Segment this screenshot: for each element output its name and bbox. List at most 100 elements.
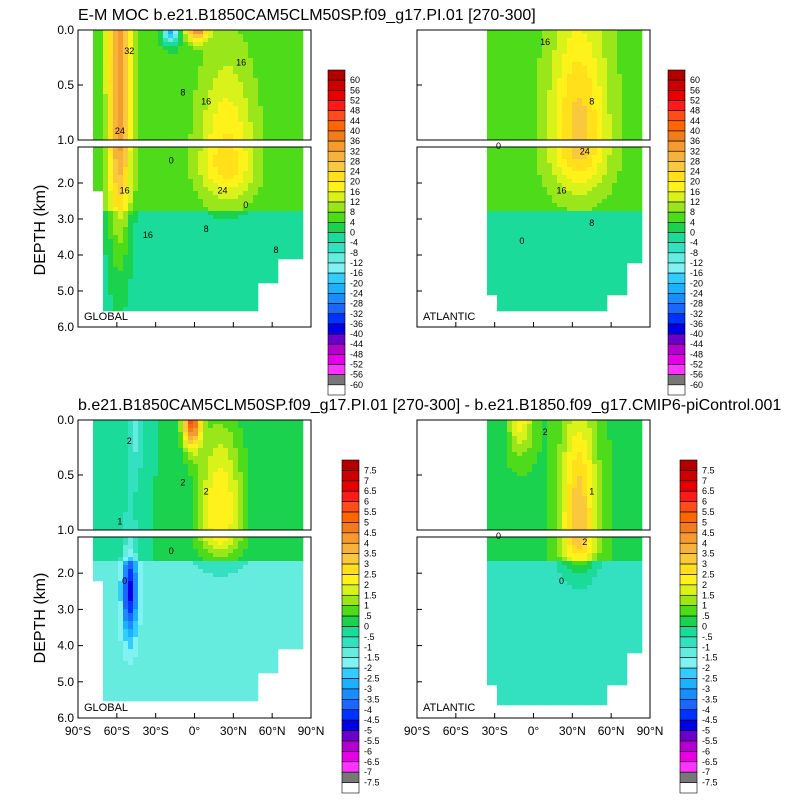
moc-cell <box>248 235 254 240</box>
moc-cell <box>143 267 149 272</box>
moc-cell <box>547 126 553 131</box>
moc-cell <box>218 78 224 83</box>
moc-cell <box>293 251 299 256</box>
moc-cell <box>233 191 239 196</box>
moc-cell <box>572 215 578 220</box>
moc-cell <box>148 167 154 172</box>
moc-cell <box>487 82 493 87</box>
moc-cell <box>587 235 593 240</box>
moc-cell <box>208 187 214 192</box>
moc-cell <box>123 267 129 272</box>
moc-cell <box>153 58 159 63</box>
moc-cell <box>597 303 603 308</box>
moc-cell <box>607 74 613 79</box>
moc-cell <box>218 134 224 139</box>
moc-cell <box>542 255 548 260</box>
moc-cell <box>537 235 543 240</box>
moc-cell <box>253 287 259 292</box>
moc-cell <box>587 171 593 176</box>
moc-cell <box>148 118 154 123</box>
moc-cell <box>288 147 294 152</box>
moc-cell <box>557 70 563 75</box>
moc-cell <box>233 134 239 139</box>
moc-cell <box>93 70 99 75</box>
moc-cell <box>248 251 254 256</box>
moc-cell <box>627 86 633 91</box>
moc-cell <box>138 82 144 87</box>
moc-cell <box>183 251 189 256</box>
moc-cell <box>203 126 209 131</box>
moc-cell <box>168 159 174 164</box>
moc-cell <box>163 122 169 127</box>
moc-cell <box>537 86 543 91</box>
moc-cell <box>253 263 259 268</box>
moc-cell <box>113 106 119 111</box>
moc-cell <box>163 307 169 312</box>
moc-cell <box>153 78 159 83</box>
moc-cell <box>607 151 613 156</box>
moc-cell <box>158 275 164 280</box>
moc-cell <box>253 223 259 228</box>
moc-cell <box>158 94 164 99</box>
moc-cell <box>213 175 219 180</box>
moc-cell <box>512 147 518 152</box>
moc-cell <box>637 46 643 51</box>
moc-cell <box>522 94 528 99</box>
moc-cell <box>577 303 583 308</box>
moc-cell <box>158 187 164 192</box>
moc-cell <box>123 126 129 131</box>
moc-cell <box>118 287 124 292</box>
moc-cell <box>218 90 224 95</box>
moc-cell <box>507 259 513 264</box>
moc-cell <box>572 138 578 141</box>
moc-cell <box>522 147 528 152</box>
moc-cell <box>138 46 144 51</box>
moc-cell <box>522 86 528 91</box>
moc-cell <box>188 167 194 172</box>
moc-cell <box>268 106 274 111</box>
moc-cell <box>557 66 563 71</box>
moc-cell <box>617 219 623 224</box>
moc-cell <box>572 62 578 67</box>
moc-cell <box>542 163 548 168</box>
moc-cell <box>547 231 553 236</box>
moc-cell <box>582 271 588 276</box>
moc-cell <box>537 82 543 87</box>
moc-cell <box>93 167 99 172</box>
moc-cell <box>228 74 234 79</box>
moc-cell <box>178 424 184 429</box>
moc-cell <box>158 74 164 79</box>
moc-cell <box>248 167 254 172</box>
moc-cell <box>193 82 199 87</box>
moc-cell <box>118 86 124 91</box>
moc-cell <box>198 155 204 160</box>
moc-cell <box>143 42 149 47</box>
moc-cell <box>218 62 224 67</box>
moc-cell <box>158 428 164 433</box>
moc-cell <box>248 151 254 156</box>
moc-cell <box>118 215 124 220</box>
moc-cell <box>213 303 219 308</box>
moc-cell <box>622 207 628 212</box>
moc-cell <box>293 159 299 164</box>
moc-cell <box>502 251 508 256</box>
moc-cell <box>98 82 104 87</box>
moc-cell <box>103 138 109 141</box>
moc-cell <box>148 263 154 268</box>
moc-cell <box>512 267 518 272</box>
moc-cell <box>507 42 513 47</box>
moc-cell <box>637 82 643 87</box>
moc-cell <box>577 195 583 200</box>
moc-cell <box>492 54 498 59</box>
moc-cell <box>98 38 104 43</box>
moc-cell <box>183 50 189 55</box>
moc-cell <box>193 428 199 433</box>
moc-cell <box>178 263 184 268</box>
moc-cell <box>527 167 533 172</box>
moc-cell <box>173 424 179 429</box>
moc-cell <box>253 191 259 196</box>
moc-cell <box>542 247 548 252</box>
moc-cell <box>233 82 239 87</box>
moc-cell <box>243 70 249 75</box>
moc-cell <box>208 279 214 284</box>
